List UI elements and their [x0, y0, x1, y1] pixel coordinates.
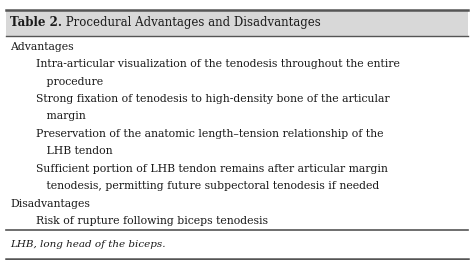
Text: procedure: procedure: [36, 77, 104, 87]
Text: Sufficient portion of LHB tendon remains after articular margin: Sufficient portion of LHB tendon remains…: [36, 164, 388, 174]
Text: Risk of rupture following biceps tenodesis: Risk of rupture following biceps tenodes…: [36, 216, 268, 226]
Text: Strong fixation of tenodesis to high-density bone of the articular: Strong fixation of tenodesis to high-den…: [36, 94, 390, 104]
Text: Advantages: Advantages: [10, 42, 74, 52]
Text: margin: margin: [36, 112, 86, 121]
Text: tenodesis, permitting future subpectoral tenodesis if needed: tenodesis, permitting future subpectoral…: [36, 181, 380, 191]
Text: Preservation of the anatomic length–tension relationship of the: Preservation of the anatomic length–tens…: [36, 129, 384, 139]
Text: LHB, long head of the biceps.: LHB, long head of the biceps.: [10, 240, 166, 249]
Text: Procedural Advantages and Disadvantages: Procedural Advantages and Disadvantages: [62, 16, 320, 29]
Text: Disadvantages: Disadvantages: [10, 199, 91, 209]
Text: LHB tendon: LHB tendon: [36, 146, 113, 156]
Text: Table 2.: Table 2.: [10, 16, 63, 29]
Text: Intra-articular visualization of the tenodesis throughout the entire: Intra-articular visualization of the ten…: [36, 59, 401, 69]
